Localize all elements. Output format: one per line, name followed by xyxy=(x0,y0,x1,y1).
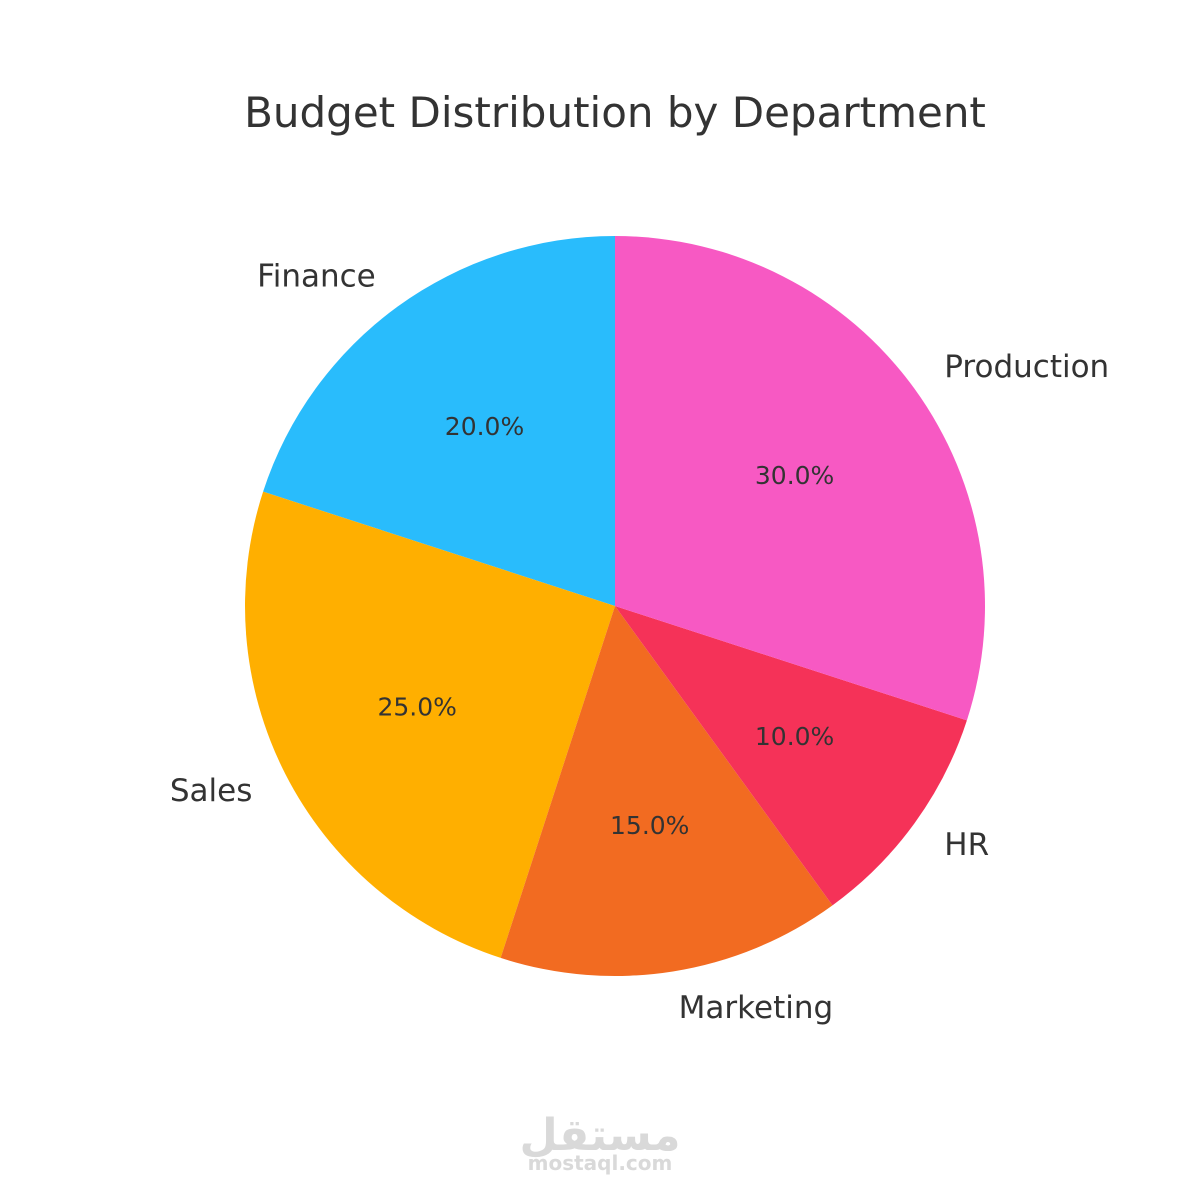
category-label-production: Production xyxy=(944,349,1109,385)
watermark: مستقل mostaql.com xyxy=(520,1110,681,1175)
pct-label-marketing: 15.0% xyxy=(610,811,689,840)
pie-slice-production xyxy=(615,236,986,721)
category-label-hr: HR xyxy=(944,827,989,863)
watermark-logo: مستقل xyxy=(520,1110,681,1161)
pct-label-finance: 20.0% xyxy=(445,412,524,441)
pie-slice-hr xyxy=(615,606,967,906)
pie-slice-finance xyxy=(263,236,615,606)
category-label-sales: Sales xyxy=(170,773,253,809)
chart-title: Budget Distribution by Department xyxy=(244,88,986,137)
pct-label-production: 30.0% xyxy=(755,461,834,490)
pie-slices xyxy=(245,236,986,976)
watermark-url: mostaql.com xyxy=(528,1151,673,1175)
pie-slice-sales xyxy=(245,491,616,958)
pct-label-hr: 10.0% xyxy=(755,722,834,751)
category-label-marketing: Marketing xyxy=(679,990,834,1026)
category-label-finance: Finance xyxy=(257,259,376,295)
pie-slice-marketing xyxy=(500,606,833,976)
pie-labels: 20.0% Finance 25.0% Sales 15.0% Marketing 10.0… xyxy=(170,259,1109,1026)
pct-label-sales: 25.0% xyxy=(377,692,456,721)
